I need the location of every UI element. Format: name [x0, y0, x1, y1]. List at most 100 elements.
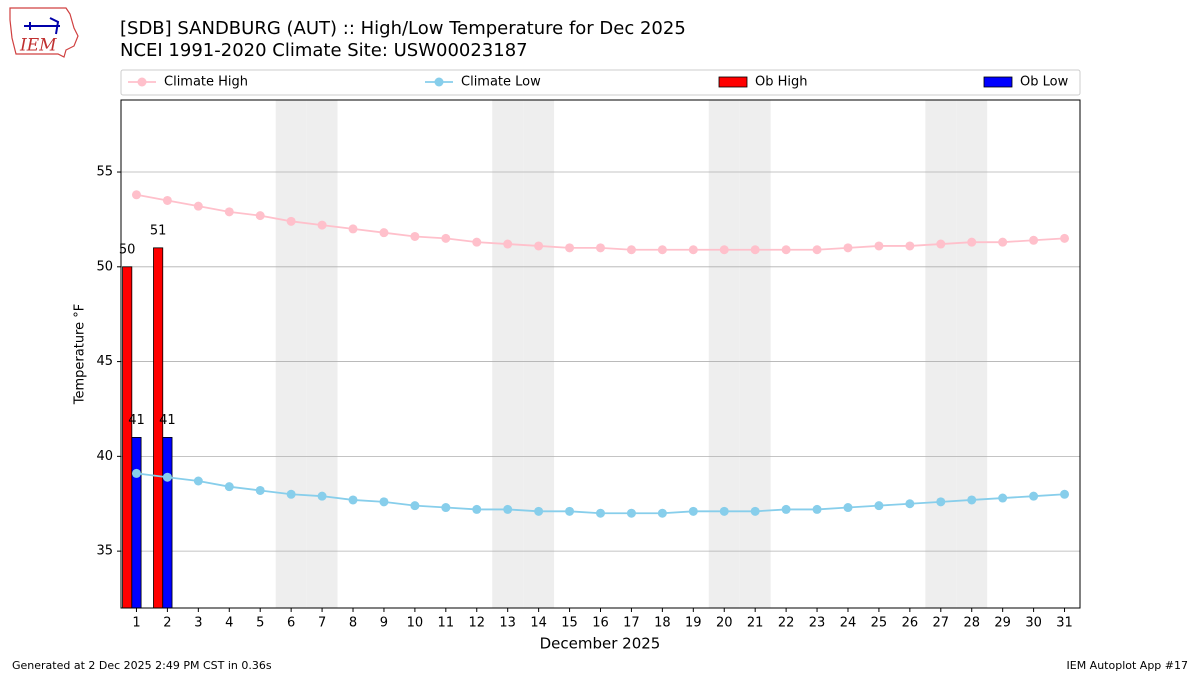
x-axis-label: December 2025	[540, 635, 661, 653]
series-point	[688, 245, 698, 255]
legend-marker	[137, 77, 147, 87]
series-point	[967, 495, 977, 505]
series-point	[688, 506, 698, 516]
x-tick-label: 5	[256, 616, 264, 631]
series-line	[136, 193, 1065, 251]
series-point	[874, 501, 884, 511]
series-point	[317, 491, 327, 501]
x-tick-label: 4	[225, 616, 233, 631]
series-point	[503, 504, 513, 514]
series-point	[781, 245, 791, 255]
x-tick-label: 22	[778, 616, 795, 631]
x-tick-label: 27	[933, 616, 950, 631]
x-tick-label: 8	[349, 616, 357, 631]
weekend-shade	[275, 100, 307, 608]
series-point	[193, 476, 203, 486]
bar	[153, 247, 164, 609]
series-point	[565, 506, 575, 516]
series-point	[131, 468, 141, 478]
y-tick-label: 50	[96, 259, 113, 274]
series-point	[348, 224, 358, 234]
y-tick-label: 40	[96, 449, 113, 464]
series-point	[812, 504, 822, 514]
series-point	[750, 506, 760, 516]
series-point	[193, 201, 203, 211]
series-point	[626, 508, 636, 518]
series-point	[750, 245, 760, 255]
series-point	[1060, 233, 1070, 243]
weekend-shade	[739, 100, 771, 608]
legend-marker	[434, 77, 444, 87]
x-tick-label: 14	[530, 616, 547, 631]
series-point	[162, 472, 172, 482]
series-point	[410, 501, 420, 511]
series-point	[410, 231, 420, 241]
x-tick-label: 7	[318, 616, 326, 631]
series-point	[781, 504, 791, 514]
series-point	[162, 195, 172, 205]
chart-title: [SDB] SANDBURG (AUT) :: High/Low Tempera…	[120, 18, 686, 39]
x-tick-label: 1	[132, 616, 140, 631]
series-point	[348, 495, 358, 505]
series-point	[255, 211, 265, 221]
legend-swatch	[718, 76, 748, 88]
footer-left: Generated at 2 Dec 2025 2:49 PM CST in 0…	[12, 659, 272, 672]
series-point	[719, 506, 729, 516]
x-tick-label: 12	[468, 616, 485, 631]
legend-label: Climate High	[164, 75, 248, 90]
logo-text: IEM	[19, 36, 57, 56]
series-point	[286, 489, 296, 499]
legend-label: Climate Low	[461, 75, 541, 90]
weekend-shade	[925, 100, 957, 608]
series-point	[224, 482, 234, 492]
y-tick-label: 35	[96, 544, 113, 559]
series-point	[1029, 491, 1039, 501]
x-tick-label: 24	[840, 616, 857, 631]
footer-right: IEM Autoplot App #17	[1067, 659, 1189, 672]
weekend-shade	[492, 100, 524, 608]
series-point	[843, 243, 853, 253]
series-point	[719, 245, 729, 255]
logo-outline	[9, 7, 79, 58]
series-point	[936, 239, 946, 249]
series-point	[1029, 235, 1039, 245]
series-point	[998, 493, 1008, 503]
series-point	[998, 237, 1008, 247]
weekend-shade	[956, 100, 988, 608]
x-tick-label: 6	[287, 616, 295, 631]
series-point	[503, 239, 513, 249]
series-point	[255, 485, 265, 495]
legend-box	[120, 69, 1081, 96]
series-point	[1060, 489, 1070, 499]
x-tick-label: 18	[654, 616, 671, 631]
x-tick-label: 19	[685, 616, 702, 631]
series-point	[657, 508, 667, 518]
bar-label: 41	[128, 413, 145, 428]
x-tick-label: 21	[747, 616, 764, 631]
series-point	[657, 245, 667, 255]
x-tick-label: 17	[623, 616, 640, 631]
weekend-shade	[523, 100, 555, 608]
series-point	[874, 241, 884, 251]
x-tick-label: 29	[994, 616, 1011, 631]
x-tick-label: 31	[1056, 616, 1073, 631]
x-tick-label: 30	[1025, 616, 1042, 631]
legend-label: Ob High	[755, 75, 808, 90]
series-point	[534, 241, 544, 251]
bar	[122, 266, 133, 609]
series-point	[843, 503, 853, 513]
series-point	[936, 497, 946, 507]
x-tick-label: 20	[716, 616, 733, 631]
series-point	[534, 506, 544, 516]
x-tick-label: 15	[561, 616, 578, 631]
series-point	[596, 508, 605, 518]
series-point	[967, 237, 977, 247]
x-tick-label: 23	[809, 616, 826, 631]
logo: IEM	[9, 7, 79, 58]
weekend-shade	[306, 100, 338, 608]
x-tick-label: 3	[194, 616, 202, 631]
series-point	[905, 499, 915, 509]
x-tick-label: 2	[163, 616, 171, 631]
series-point	[379, 497, 389, 507]
